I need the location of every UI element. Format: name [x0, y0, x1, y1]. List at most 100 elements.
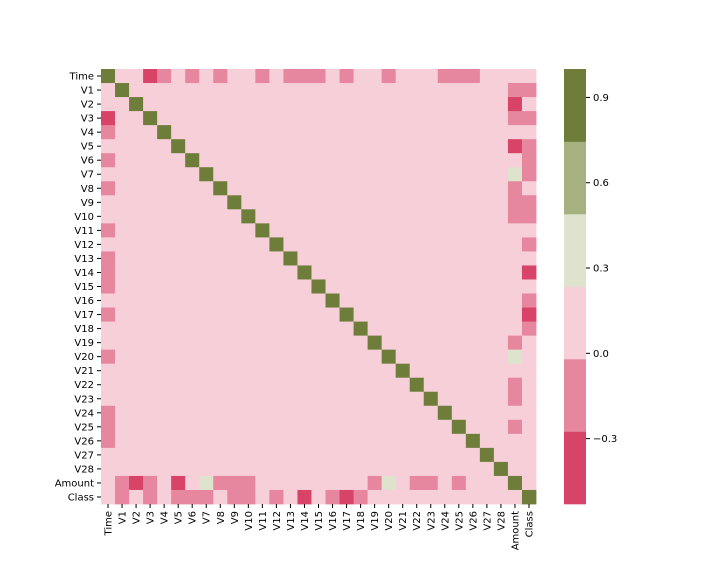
heatmap-cell [353, 391, 369, 407]
heatmap-cell [423, 111, 439, 126]
heatmap-cell [339, 209, 354, 224]
heatmap-cell [395, 139, 411, 154]
heatmap-cell [297, 97, 312, 112]
heatmap-cell [157, 237, 172, 252]
heatmap-cell [269, 209, 284, 224]
heatmap-cell [101, 69, 116, 84]
heatmap-cell [409, 223, 425, 238]
heatmap-cell [507, 97, 523, 112]
heatmap-cell [311, 153, 326, 168]
heatmap-cell [353, 405, 369, 421]
heatmap-cell [171, 335, 186, 351]
heatmap-cell [255, 377, 270, 393]
heatmap-cell [255, 461, 270, 477]
heatmap-cell [185, 251, 200, 266]
heatmap-cell [367, 167, 383, 182]
heatmap-cell [227, 391, 242, 407]
heatmap-cell [395, 181, 411, 196]
heatmap-cell [381, 321, 397, 337]
heatmap-cell [521, 461, 537, 477]
heatmap-cell [339, 223, 354, 238]
heatmap-cell [395, 195, 411, 210]
heatmap-cell [227, 335, 242, 351]
heatmap-cell [437, 83, 453, 98]
heatmap-cell [465, 111, 481, 126]
heatmap-cell [115, 167, 130, 182]
heatmap-cell [227, 69, 242, 84]
heatmap-cell [325, 111, 340, 126]
heatmap-cell [409, 321, 425, 337]
x-tick-label: V25 [454, 511, 465, 531]
y-tick-label: V23 [74, 394, 94, 405]
heatmap-cell [185, 293, 200, 308]
heatmap-cell [241, 237, 256, 252]
y-tick-label: V15 [74, 282, 94, 293]
heatmap-cell [101, 419, 116, 435]
heatmap-cell [255, 335, 270, 351]
heatmap-cell [451, 391, 467, 407]
heatmap-cell [521, 391, 537, 407]
heatmap-cell [213, 111, 228, 126]
heatmap-cell [465, 181, 481, 196]
heatmap-cell [395, 447, 411, 463]
y-tick-label: V25 [74, 422, 94, 433]
heatmap-cell [395, 153, 411, 168]
heatmap-cell [465, 307, 481, 322]
heatmap-cell [479, 83, 495, 98]
heatmap-cell [479, 335, 495, 351]
heatmap-cell [423, 237, 439, 252]
heatmap-cell [325, 377, 340, 393]
heatmap-cell [479, 139, 495, 154]
x-tick-label: V21 [398, 511, 409, 531]
heatmap-cell [157, 363, 172, 379]
heatmap-cell [297, 111, 312, 126]
heatmap-cell [157, 475, 172, 491]
heatmap-cell [157, 223, 172, 238]
heatmap-cell [297, 279, 312, 294]
heatmap-cell [395, 489, 411, 505]
heatmap-cell [241, 377, 256, 393]
heatmap-cell [185, 377, 200, 393]
heatmap-cell [143, 139, 158, 154]
y-tick-label: V26 [74, 436, 94, 447]
heatmap-cell [409, 391, 425, 407]
heatmap-cell [115, 181, 130, 196]
heatmap-cell [493, 363, 509, 379]
heatmap-cell [311, 349, 326, 365]
heatmap-cell [101, 153, 116, 168]
heatmap-cell [437, 405, 453, 421]
heatmap-cell [353, 111, 369, 126]
heatmap-cell [129, 125, 144, 140]
heatmap-cell [143, 69, 158, 84]
heatmap-cell [353, 447, 369, 463]
heatmap-cell [115, 405, 130, 421]
heatmap-cell [101, 167, 116, 182]
heatmap-cell [437, 391, 453, 407]
heatmap-cell [283, 293, 298, 308]
heatmap-cell [521, 265, 537, 280]
y-tick-label: V22 [74, 380, 94, 391]
heatmap-cell [129, 153, 144, 168]
heatmap-cell [451, 489, 467, 505]
heatmap-cell [157, 461, 172, 477]
heatmap-cell [185, 223, 200, 238]
heatmap-cell [115, 139, 130, 154]
heatmap-cell [395, 321, 411, 337]
heatmap-cell [241, 489, 256, 505]
heatmap-cell [199, 125, 214, 140]
heatmap-cell [507, 293, 523, 308]
heatmap-cell [395, 125, 411, 140]
heatmap-cell [325, 363, 340, 379]
heatmap-cell [143, 405, 158, 421]
heatmap-cell [479, 251, 495, 266]
heatmap-cell [423, 265, 439, 280]
heatmap-cell [269, 461, 284, 477]
heatmap-cell [437, 181, 453, 196]
heatmap-cell [255, 489, 270, 505]
heatmap-cell [437, 125, 453, 140]
heatmap-cell [115, 251, 130, 266]
heatmap-cell [395, 349, 411, 365]
x-tick-label: V9 [230, 511, 241, 524]
heatmap-cell [143, 293, 158, 308]
heatmap-cell [115, 307, 130, 322]
